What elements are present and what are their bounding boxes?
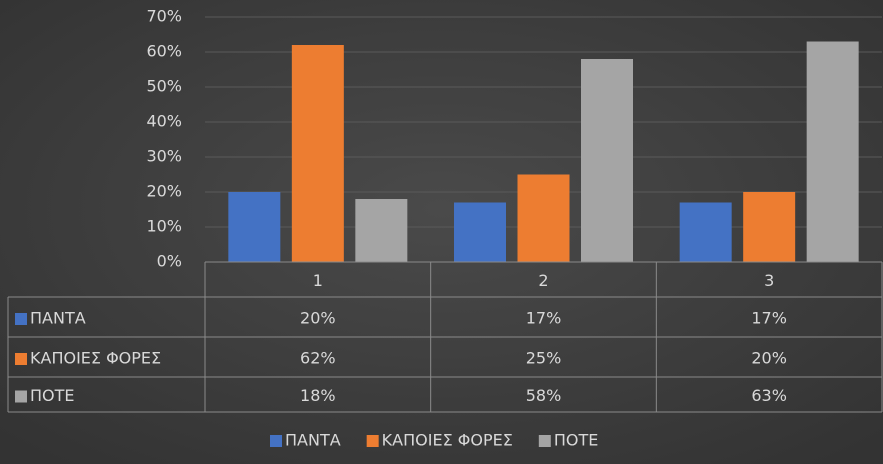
bar: [743, 192, 796, 262]
legend-key: [366, 435, 379, 447]
table-value: 63%: [751, 386, 787, 405]
y-tick-label: 20%: [146, 182, 182, 201]
bar: [355, 199, 408, 262]
legend-key: [15, 353, 27, 365]
x-tick-label: 2: [538, 271, 548, 290]
bar: [454, 202, 506, 262]
table-value: 17%: [751, 309, 787, 328]
legend-key: [538, 435, 551, 447]
bar: [581, 59, 633, 262]
bar: [517, 174, 570, 262]
y-tick-label: 0%: [157, 252, 182, 271]
table-value: 18%: [300, 386, 336, 405]
table-value: 20%: [300, 309, 336, 328]
legend-key: [15, 390, 27, 403]
legend-key: [270, 435, 282, 447]
x-tick-label: 1: [313, 271, 323, 290]
y-tick-label: 70%: [146, 7, 182, 26]
row-label: ΠΑΝΤΑ: [30, 309, 86, 328]
legend-key: [15, 313, 27, 325]
table-value: 25%: [526, 349, 562, 368]
y-tick-label: 30%: [146, 147, 182, 166]
row-label: ΚΑΠΟΙΕΣ ΦΟΡΕΣ: [30, 349, 161, 368]
x-tick-label: 3: [764, 271, 774, 290]
bar: [228, 192, 281, 262]
bar: [291, 45, 344, 262]
table-value: 62%: [300, 349, 336, 368]
y-tick-label: 10%: [146, 217, 182, 236]
y-tick-label: 60%: [146, 42, 182, 61]
y-tick-label: 50%: [146, 77, 182, 96]
table-value: 20%: [751, 349, 787, 368]
bar: [679, 202, 732, 262]
table-value: 58%: [526, 386, 562, 405]
legend-label: ΚΑΠΟΙΕΣ ΦΟΡΕΣ: [382, 431, 513, 450]
table-value: 17%: [526, 309, 562, 328]
row-label: ΠΟΤΕ: [30, 386, 75, 405]
bar: [806, 41, 859, 262]
y-tick-label: 40%: [146, 112, 182, 131]
legend-label: ΠΑΝΤΑ: [285, 431, 341, 450]
legend-label: ΠΟΤΕ: [554, 431, 599, 450]
